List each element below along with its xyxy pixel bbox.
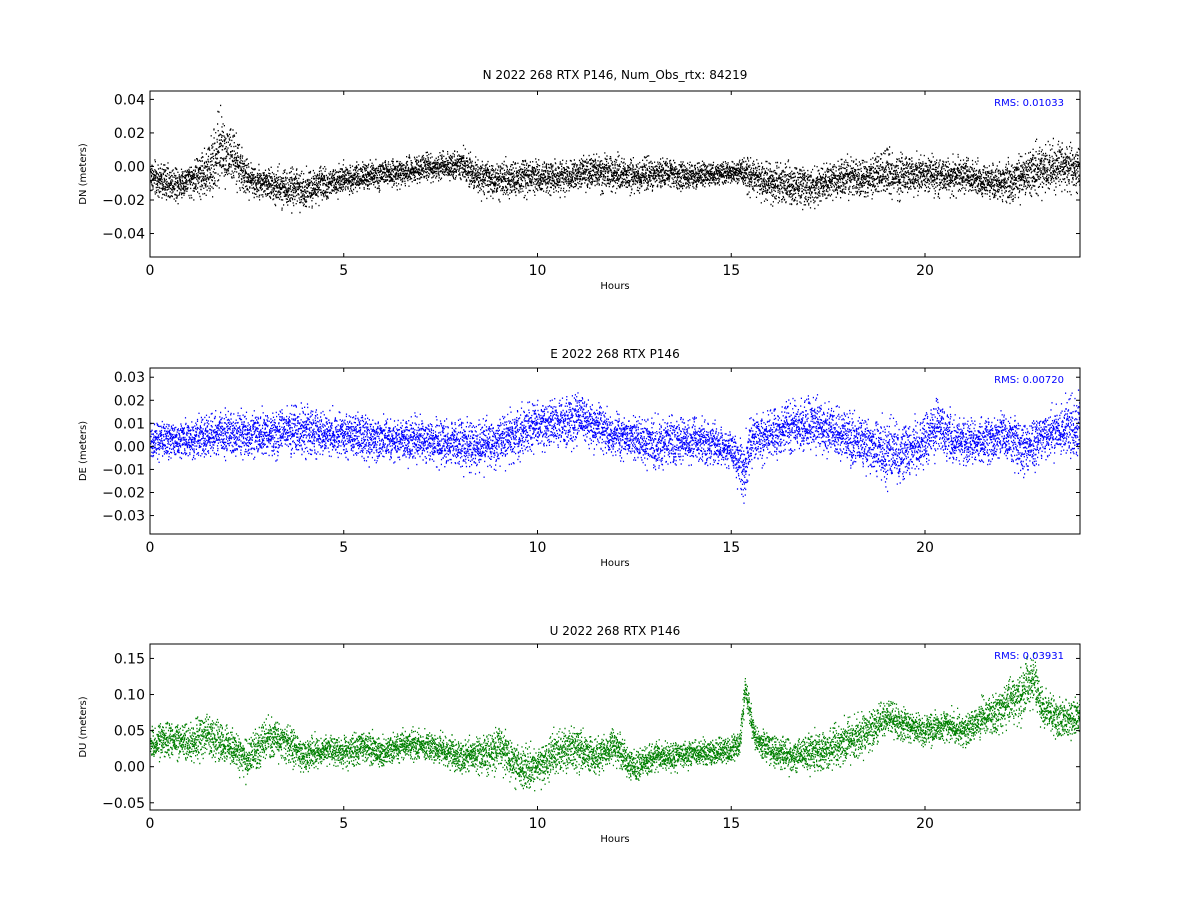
- panel-up-axes-frame: [149, 643, 1081, 811]
- panel-north-x-axis-label: Hours: [600, 281, 629, 292]
- panel-east-y-tick-label: −0.02: [102, 486, 145, 502]
- panel-north: N 2022 268 RTX P146, Num_Obs_rtx: 84219 …: [78, 68, 1081, 292]
- panel-up-x-tick-label: 5: [339, 816, 348, 832]
- panel-north-rms-annotation: RMS: 0.01033: [994, 98, 1064, 109]
- panel-north-x-tick-label: 20: [916, 263, 934, 279]
- panel-east-y-tick-label: 0.00: [114, 439, 145, 455]
- panel-east-title: E 2022 268 RTX P146: [550, 347, 679, 361]
- panel-north-y-tick-label: −0.04: [102, 227, 145, 243]
- panel-up-rms-annotation: RMS: 0.03931: [994, 651, 1064, 662]
- panel-east-rms-annotation: RMS: 0.00720: [994, 375, 1064, 386]
- panel-east-y-tick-label: 0.01: [114, 416, 145, 432]
- panel-north-y-tick-label: −0.02: [102, 193, 145, 209]
- panel-east-axes-frame: [149, 367, 1081, 535]
- panel-up-x-tick-label: 10: [529, 816, 547, 832]
- panel-up-y-tick-label: 0.00: [114, 760, 145, 776]
- panel-north-data-points: [150, 104, 1080, 214]
- panel-up-y-tick-label: −0.05: [102, 796, 145, 812]
- panel-north-title: N 2022 268 RTX P146, Num_Obs_rtx: 84219: [483, 68, 748, 82]
- panel-up-y-tick-label: 0.15: [114, 651, 145, 667]
- panel-up-y-tick-label: 0.10: [114, 688, 145, 704]
- panel-east-x-axis-label: Hours: [600, 558, 629, 569]
- panel-east-y-axis-label: DE (meters): [78, 421, 89, 481]
- panel-up: U 2022 268 RTX P146 Hours DU (meters) 0 5…: [78, 624, 1081, 845]
- panel-north-x-tick-label: 15: [722, 263, 740, 279]
- panel-east-x-tick-label: 15: [722, 540, 740, 556]
- panel-north-y-tick-label: 0.02: [114, 126, 145, 142]
- panel-up-x-tick-label: 0: [146, 816, 155, 832]
- panel-east-x-tick-label: 0: [146, 540, 155, 556]
- panel-east-x-tick-label: 10: [529, 540, 547, 556]
- panel-east-y-tick-label: −0.03: [102, 509, 145, 525]
- panel-east-y-tick-label: −0.01: [102, 462, 145, 478]
- panel-east-x-tick-label: 20: [916, 540, 934, 556]
- panel-up-x-tick-label: 15: [722, 816, 740, 832]
- panel-east-x-tick-label: 5: [339, 540, 348, 556]
- panel-east-y-tick-label: 0.03: [114, 370, 145, 386]
- panel-north-axes-frame: [149, 90, 1081, 258]
- panel-north-y-tick-label: 0.00: [114, 159, 145, 175]
- panel-up-y-axis-label: DU (meters): [78, 696, 89, 757]
- panel-north-y-axis-label: DN (meters): [78, 143, 89, 205]
- panel-east-y-tick-label: 0.02: [114, 393, 145, 409]
- panel-north-x-tick-label: 10: [529, 263, 547, 279]
- panel-up-title: U 2022 268 RTX P146: [550, 624, 681, 638]
- panel-up-y-tick-label: 0.05: [114, 724, 145, 740]
- panel-north-x-tick-label: 5: [339, 263, 348, 279]
- panel-north-y-tick-label: 0.04: [114, 92, 145, 108]
- panel-north-x-tick-label: 0: [146, 263, 155, 279]
- panel-up-x-tick-label: 20: [916, 816, 934, 832]
- panel-east: E 2022 268 RTX P146 Hours DE (meters) 0 5…: [78, 347, 1081, 569]
- panel-up-x-axis-label: Hours: [600, 834, 629, 845]
